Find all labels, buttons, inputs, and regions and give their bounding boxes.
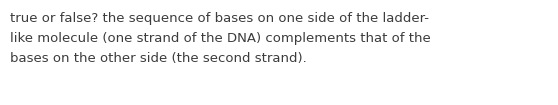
Text: like molecule (one strand of the DNA) complements that of the: like molecule (one strand of the DNA) co…	[10, 32, 431, 45]
Text: true or false? the sequence of bases on one side of the ladder-: true or false? the sequence of bases on …	[10, 12, 429, 25]
Text: bases on the other side (the second strand).: bases on the other side (the second stra…	[10, 52, 307, 65]
